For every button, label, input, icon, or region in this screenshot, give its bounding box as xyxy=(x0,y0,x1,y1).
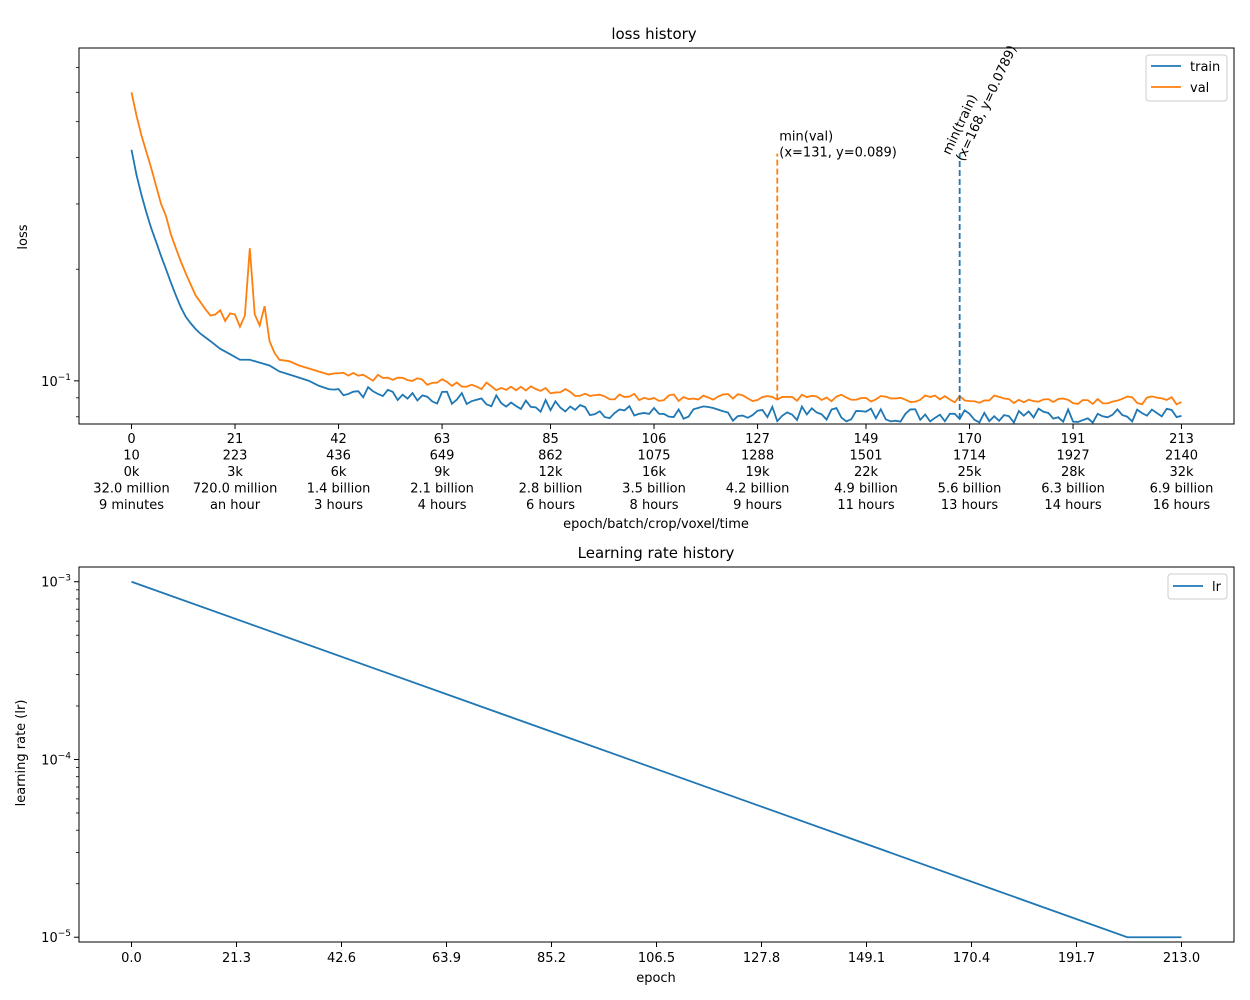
lr-x-tick-label: 106.5 xyxy=(638,951,675,966)
lr-y-tick-label: 10−3 xyxy=(41,574,71,591)
loss-y-tick-label: 10−1 xyxy=(41,373,71,390)
lr-x-tick-label: 213.0 xyxy=(1163,951,1200,966)
lr-y-tick-label: 10−5 xyxy=(41,929,71,946)
loss-chart-title: loss history xyxy=(611,25,696,43)
lr-x-tick-label: 63.9 xyxy=(432,951,461,966)
loss-x-tick-label: 191 1927 28k 6.3 billion 14 hours xyxy=(1041,432,1105,513)
loss-x-tick-label: 85 862 12k 2.8 billion 6 hours xyxy=(519,432,583,513)
loss-x-tick-label: 106 1075 16k 3.5 billion 8 hours xyxy=(622,432,686,513)
loss-x-tick-label: 170 1714 25k 5.6 billion 13 hours xyxy=(938,432,1002,513)
loss-x-tick-label: 213 2140 32k 6.9 billion 16 hours xyxy=(1150,432,1214,513)
loss-x-tick-label: 0 10 0k 32.0 million 9 minutes xyxy=(93,432,169,513)
annotation-rotated-1: min(train)(x=168, y=0.0789) xyxy=(940,43,1020,163)
loss-history-panel: loss history min(val)(x=131, y=0.089) min… xyxy=(16,25,1235,532)
legend-label-lr: lr xyxy=(1212,580,1222,595)
annotation-label-0: min(val) xyxy=(779,130,833,145)
annotation-coords-0: (x=131, y=0.089) xyxy=(779,146,897,161)
loss-x-tick-label: 63 649 9k 2.1 billion 4 hours xyxy=(410,432,474,513)
loss-x-tick-label: 149 1501 22k 4.9 billion 11 hours xyxy=(834,432,898,513)
loss-y-axis-label: loss xyxy=(16,224,31,249)
lr-x-tick-label: 85.2 xyxy=(537,951,566,966)
loss-x-tick-label: 42 436 6k 1.4 billion 3 hours xyxy=(307,432,371,513)
lr-x-tick-label: 149.1 xyxy=(848,951,885,966)
lr-x-tick-label: 127.8 xyxy=(743,951,780,966)
lr-legend: lr xyxy=(1167,573,1228,600)
lr-series-line-lr xyxy=(131,580,1182,939)
lr-x-axis-label: epoch xyxy=(636,971,676,986)
lr-x-tick-label: 191.7 xyxy=(1058,951,1095,966)
loss-axes-frame xyxy=(78,47,1235,425)
loss-series-line-train xyxy=(130,149,1182,424)
legend-label-train: train xyxy=(1190,60,1220,75)
loss-legend: train val xyxy=(1145,54,1228,102)
loss-series-line-val xyxy=(130,92,1182,406)
lr-y-tick-label: 10−4 xyxy=(41,751,71,768)
lr-x-tick-label: 21.3 xyxy=(222,951,251,966)
lr-y-axis-label: learning rate (lr) xyxy=(14,700,29,807)
loss-x-axis-label: epoch/batch/crop/voxel/time xyxy=(563,517,749,532)
learning-rate-panel: Learning rate history 0.0 21.3 42.6 63.9 85.… xyxy=(14,544,1235,986)
loss-x-tick-label: 21 223 3k 720.0 million an hour xyxy=(193,432,278,513)
lr-axes-frame xyxy=(78,566,1235,943)
lr-x-tick-label: 170.4 xyxy=(953,951,990,966)
loss-plot-area: min(val)(x=131, y=0.089) min(train)(x=168… xyxy=(41,43,1235,513)
lr-x-tick-label: 0.0 xyxy=(121,951,142,966)
lr-plot-area: 0.0 21.3 42.6 63.9 85.2 106.5 127.8 149.1 170.4 1… xyxy=(41,566,1235,966)
loss-x-tick-label: 127 1288 19k 4.2 billion 9 hours xyxy=(726,432,790,513)
lr-chart-title: Learning rate history xyxy=(578,544,735,562)
lr-x-tick-label: 42.6 xyxy=(327,951,356,966)
legend-label-val: val xyxy=(1190,81,1209,96)
